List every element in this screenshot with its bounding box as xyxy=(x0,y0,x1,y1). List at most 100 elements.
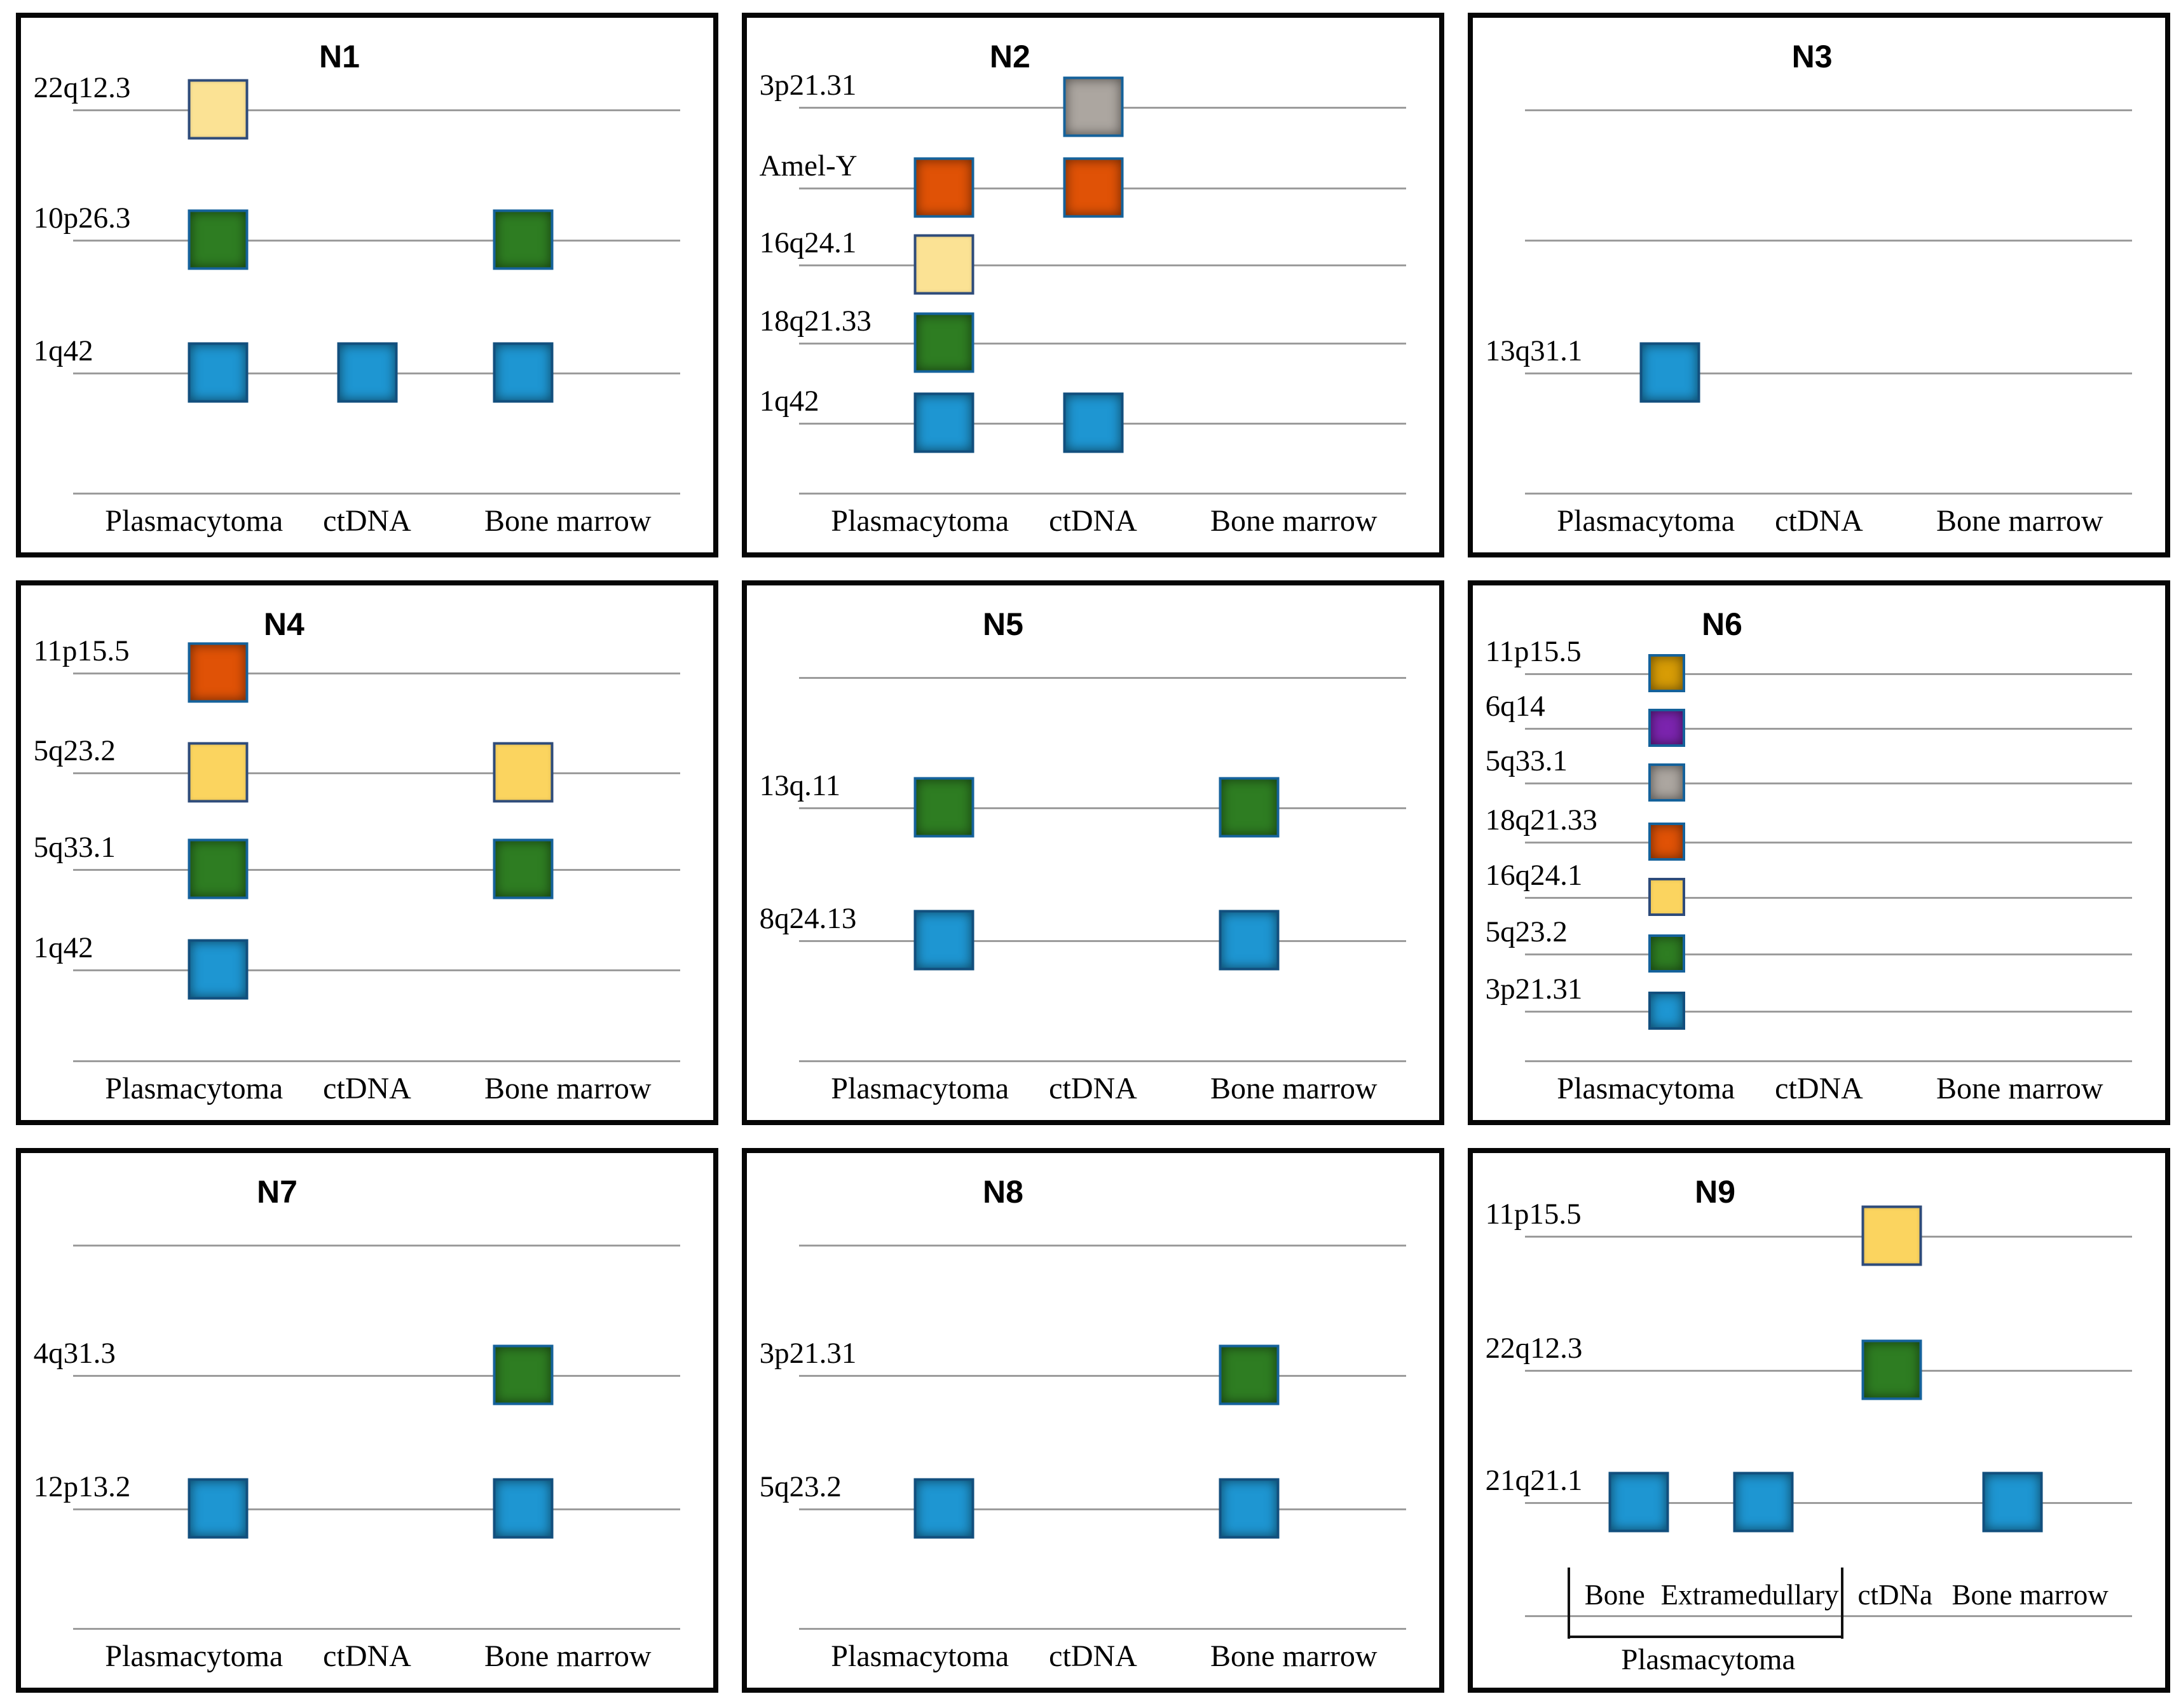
row-line xyxy=(1524,372,2132,374)
panel-title: N8 xyxy=(982,1173,1023,1210)
panel-N6: N6 11p15.5 6q14 5q33.1 18q21.33 16q24.1 5q23.2… xyxy=(1468,580,2170,1125)
marker-16q24.1-Plasmacytoma xyxy=(913,234,974,295)
marker-1q42-Bone marrow xyxy=(493,342,554,403)
row-label-Amel-Y: Amel-Y xyxy=(759,149,858,182)
x-axis-label-Bone marrow: Bone marrow xyxy=(1210,503,1378,538)
x-axis-line xyxy=(798,1627,1406,1630)
marker-5q23.2-Bone marrow xyxy=(1219,1478,1280,1539)
panel-N3: N3 13q31.1 Plasmacytoma ctDNA Bone marrow xyxy=(1468,13,2170,557)
row-line xyxy=(72,1244,680,1247)
row-label-6q14: 6q14 xyxy=(1485,689,1545,723)
marker-Amel-Y-ctDNA xyxy=(1063,157,1123,218)
marker-12p13.2-Bone marrow xyxy=(493,1478,554,1539)
axis-group-tick xyxy=(1568,1567,1571,1639)
row-label-1q42: 1q42 xyxy=(33,931,93,964)
marker-5q23.2-Plasmacytoma xyxy=(188,742,249,803)
x-axis-label-Plasmacytoma: Plasmacytoma xyxy=(105,503,284,538)
panel-N4: N4 11p15.5 5q23.2 5q33.1 1q42 Plasmacytoma ctD… xyxy=(16,580,718,1125)
marker-18q21.33-Plasmacytoma xyxy=(913,312,974,373)
marker-22q12.3-Plasmacytoma xyxy=(188,79,249,140)
row-label-5q23.2: 5q23.2 xyxy=(1485,915,1568,949)
marker-5q33.1-Plasmacytoma xyxy=(1648,763,1685,802)
row-line xyxy=(72,772,680,775)
marker-5q23.2-Plasmacytoma xyxy=(913,1478,974,1539)
row-label-8q24.13: 8q24.13 xyxy=(759,901,857,935)
x-axis-label-ctDNA: ctDNA xyxy=(1775,1071,1863,1105)
marker-3p21.31-ctDNA xyxy=(1063,76,1123,137)
x-axis-label-Plasmacytoma: Plasmacytoma xyxy=(831,1639,1009,1673)
row-label-21q21.1: 21q21.1 xyxy=(1485,1464,1583,1498)
x-axis-label-Plasmacytoma: Plasmacytoma xyxy=(1557,1071,1735,1105)
panel-N7: N7 4q31.3 12p13.2 Plasmacytoma ctDNA Bone mar… xyxy=(16,1148,718,1693)
row-label-22q12.3: 22q12.3 xyxy=(33,71,131,104)
panel-N2: N2 3p21.31 Amel-Y 16q24.1 18q21.33 1q42 Plasma… xyxy=(742,13,1444,557)
x-axis-label-Plasmacytoma: Plasmacytoma xyxy=(831,503,1009,538)
row-label-18q21.33: 18q21.33 xyxy=(759,304,872,338)
row-line xyxy=(72,868,680,871)
x-axis-line xyxy=(72,1627,680,1630)
plasmacytoma-group-label: Plasmacytoma xyxy=(1621,1643,1796,1677)
panel-title: N6 xyxy=(1702,606,1742,642)
row-label-18q21.33: 18q21.33 xyxy=(1485,803,1597,837)
row-line xyxy=(72,673,680,675)
row-line xyxy=(1524,109,2132,111)
row-line xyxy=(1524,727,2132,730)
marker-5q33.1-Plasmacytoma xyxy=(188,838,249,899)
row-label-5q33.1: 5q33.1 xyxy=(1485,744,1568,778)
x-axis-line xyxy=(1524,1615,2132,1617)
x-axis-label-Plasmacytoma: Plasmacytoma xyxy=(1557,503,1735,538)
row-label-10p26.3: 10p26.3 xyxy=(33,201,131,235)
panel-N1: N1 22q12.3 10p26.3 1q42 Plasmacytoma ctDNA Bon… xyxy=(16,13,718,557)
row-label-11p15.5: 11p15.5 xyxy=(1485,1198,1582,1231)
marker-18q21.33-Plasmacytoma xyxy=(1648,822,1685,861)
marker-3p21.31-Bone marrow xyxy=(1219,1344,1280,1405)
x-axis-label-Plasmacytoma: Plasmacytoma xyxy=(831,1071,1009,1105)
x-axis-label-ctDNA: ctDNA xyxy=(323,1639,411,1673)
marker-11p15.5-Plasmacytoma xyxy=(1648,653,1685,692)
row-label-3p21.31: 3p21.31 xyxy=(759,69,857,102)
marker-21q21.1-Bone marrow xyxy=(1982,1472,2043,1533)
row-label-13q.11: 13q.11 xyxy=(759,769,841,802)
panel-title: N5 xyxy=(982,606,1023,642)
x-axis-line xyxy=(1524,1060,2132,1062)
row-line xyxy=(1524,841,2132,844)
panel-title: N4 xyxy=(263,606,304,642)
x-axis-label-Plasmacytoma: Plasmacytoma xyxy=(105,1071,284,1105)
panel-N5: N5 13q.11 8q24.13 Plasmacytoma ctDNA Bone mar… xyxy=(742,580,1444,1125)
row-line xyxy=(1524,782,2132,785)
marker-22q12.3-ctDNa xyxy=(1861,1339,1922,1400)
row-line xyxy=(72,109,680,111)
row-line xyxy=(798,939,1406,942)
row-label-11p15.5: 11p15.5 xyxy=(1485,634,1582,668)
x-axis-label-Bone marrow: Bone marrow xyxy=(484,1639,652,1673)
x-axis-label-Bone marrow: Bone marrow xyxy=(484,1071,652,1105)
x-axis-label-Bone: Bone xyxy=(1584,1578,1645,1611)
x-axis-label-Bone marrow: Bone marrow xyxy=(1210,1071,1378,1105)
marker-5q23.2-Bone marrow xyxy=(493,742,554,803)
row-line xyxy=(1524,240,2132,242)
row-line xyxy=(798,807,1406,809)
x-axis-label-Plasmacytoma: Plasmacytoma xyxy=(105,1639,284,1673)
marker-Amel-Y-Plasmacytoma xyxy=(913,157,974,218)
marker-1q42-Plasmacytoma xyxy=(188,342,249,403)
x-axis-line xyxy=(72,1060,680,1062)
marker-13q.11-Bone marrow xyxy=(1219,777,1280,838)
row-line xyxy=(798,1508,1406,1511)
marker-21q21.1-Extramedullary xyxy=(1733,1472,1794,1533)
panel-title: N3 xyxy=(1791,38,1833,74)
panel-title: N1 xyxy=(318,38,360,74)
row-line xyxy=(798,1244,1406,1247)
x-axis-label-Bone marrow: Bone marrow xyxy=(1952,1578,2109,1611)
marker-5q23.2-Plasmacytoma xyxy=(1648,934,1685,973)
row-line xyxy=(72,1375,680,1377)
row-line xyxy=(798,1375,1406,1377)
marker-1q42-Plasmacytoma xyxy=(913,392,974,453)
row-label-5q23.2: 5q23.2 xyxy=(33,734,116,768)
x-axis-line xyxy=(798,1060,1406,1062)
row-label-13q31.1: 13q31.1 xyxy=(1485,334,1583,367)
panel-N9: N9 11p15.5 22q12.3 21q21.1 Bone Extramedullar… xyxy=(1468,1148,2170,1693)
x-axis-label-ctDNA: ctDNA xyxy=(323,1071,411,1105)
marker-21q21.1-Bone xyxy=(1608,1472,1669,1533)
x-axis-label-ctDNA: ctDNA xyxy=(1049,1639,1137,1673)
marker-12p13.2-Plasmacytoma xyxy=(188,1478,249,1539)
